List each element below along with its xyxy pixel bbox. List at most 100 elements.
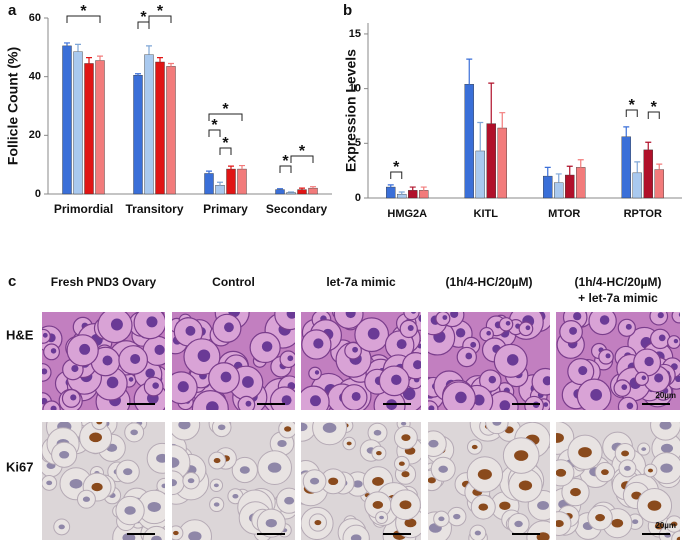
nucleus — [478, 503, 489, 511]
error-bar — [409, 186, 416, 191]
y-axis-label: Expression Levels — [343, 49, 359, 172]
panel-label: b — [343, 2, 352, 19]
nucleus — [525, 325, 531, 331]
nucleus — [621, 384, 628, 390]
nucleus — [654, 373, 664, 383]
nucleus — [232, 493, 239, 499]
nucleus — [352, 480, 363, 488]
nucleus — [91, 482, 103, 492]
micrograph-content — [428, 312, 550, 410]
bar — [576, 167, 586, 199]
x-tick-label: Primary — [203, 202, 248, 216]
nucleus — [542, 376, 550, 386]
significance-bracket — [219, 147, 232, 155]
nucleus — [172, 457, 180, 468]
nucleus — [42, 332, 48, 338]
x-tick-label: Secondary — [266, 202, 328, 216]
nucleus — [647, 468, 654, 473]
nucleus — [245, 400, 252, 407]
error-bar — [228, 165, 234, 170]
error-bar — [420, 186, 427, 191]
nucleus — [556, 468, 567, 477]
nucleus — [224, 322, 234, 333]
bar — [275, 189, 285, 195]
nucleus — [154, 344, 165, 355]
nucleus — [471, 444, 478, 450]
nucleus — [518, 480, 533, 491]
nucleus — [376, 451, 382, 456]
micrograph: 20µm — [556, 422, 680, 540]
x-tick-label: HMG2A — [387, 208, 427, 220]
nucleus — [301, 422, 308, 432]
significance-bracket — [390, 171, 403, 179]
error-bar — [656, 163, 663, 170]
bar — [155, 61, 165, 195]
nucleus — [345, 312, 356, 319]
significance-star: * — [299, 143, 306, 160]
bar — [386, 186, 396, 199]
micrograph — [428, 312, 550, 410]
nucleus — [106, 376, 119, 389]
nucleus — [492, 422, 502, 426]
nucleus — [178, 422, 191, 430]
nucleus — [404, 518, 417, 528]
nucleus — [632, 519, 639, 525]
micrograph-content — [42, 422, 165, 540]
nucleus — [569, 326, 578, 335]
nucleus — [595, 514, 605, 522]
error-bar — [398, 191, 405, 195]
nucleus — [413, 360, 421, 370]
error-bar — [310, 186, 316, 189]
nucleus — [537, 500, 550, 510]
error-bar — [623, 126, 630, 137]
x-tick-label: KITL — [474, 208, 499, 220]
significance-bracket — [208, 129, 221, 137]
bar — [543, 175, 553, 199]
error-bar — [387, 184, 394, 188]
bar — [166, 66, 176, 195]
nucleus — [42, 368, 48, 375]
nucleus — [89, 432, 102, 443]
nucleus — [96, 422, 103, 425]
nucleus — [310, 477, 320, 485]
nucleus — [59, 451, 70, 459]
nucleus — [556, 519, 564, 528]
y-tick-label: 20 — [29, 129, 41, 141]
error-bar — [64, 42, 70, 46]
nucleus — [455, 391, 467, 404]
nucleus — [470, 341, 477, 348]
bar — [308, 187, 318, 195]
bar — [475, 150, 485, 199]
nucleus — [130, 353, 141, 364]
cell — [403, 312, 420, 321]
cell — [531, 367, 550, 396]
significance-star: * — [80, 3, 87, 20]
error-bar — [488, 82, 495, 124]
nucleus — [188, 531, 202, 540]
micrograph — [172, 312, 295, 410]
y-tick-label: 15 — [349, 28, 361, 40]
nucleus — [161, 483, 165, 489]
nucleus — [647, 500, 662, 511]
nucleus — [641, 447, 647, 451]
nucleus — [396, 339, 407, 350]
cell — [671, 312, 680, 324]
nucleus — [573, 312, 582, 321]
cell — [146, 442, 165, 474]
micrograph — [42, 312, 165, 410]
bar — [654, 169, 664, 199]
nucleus — [213, 483, 219, 488]
micrograph — [42, 422, 165, 540]
column-header: Fresh PND3 Ovary — [51, 275, 157, 289]
nucleus — [391, 374, 402, 386]
significance-star: * — [282, 153, 289, 170]
bar — [419, 190, 429, 199]
cell — [333, 312, 364, 330]
nucleus — [514, 450, 529, 461]
nucleus — [177, 381, 189, 393]
cell — [308, 366, 322, 381]
y-tick-label: 10 — [349, 83, 361, 95]
x-tick-label: Transitory — [125, 202, 183, 216]
nucleus — [322, 422, 337, 433]
error-bar — [217, 181, 223, 186]
